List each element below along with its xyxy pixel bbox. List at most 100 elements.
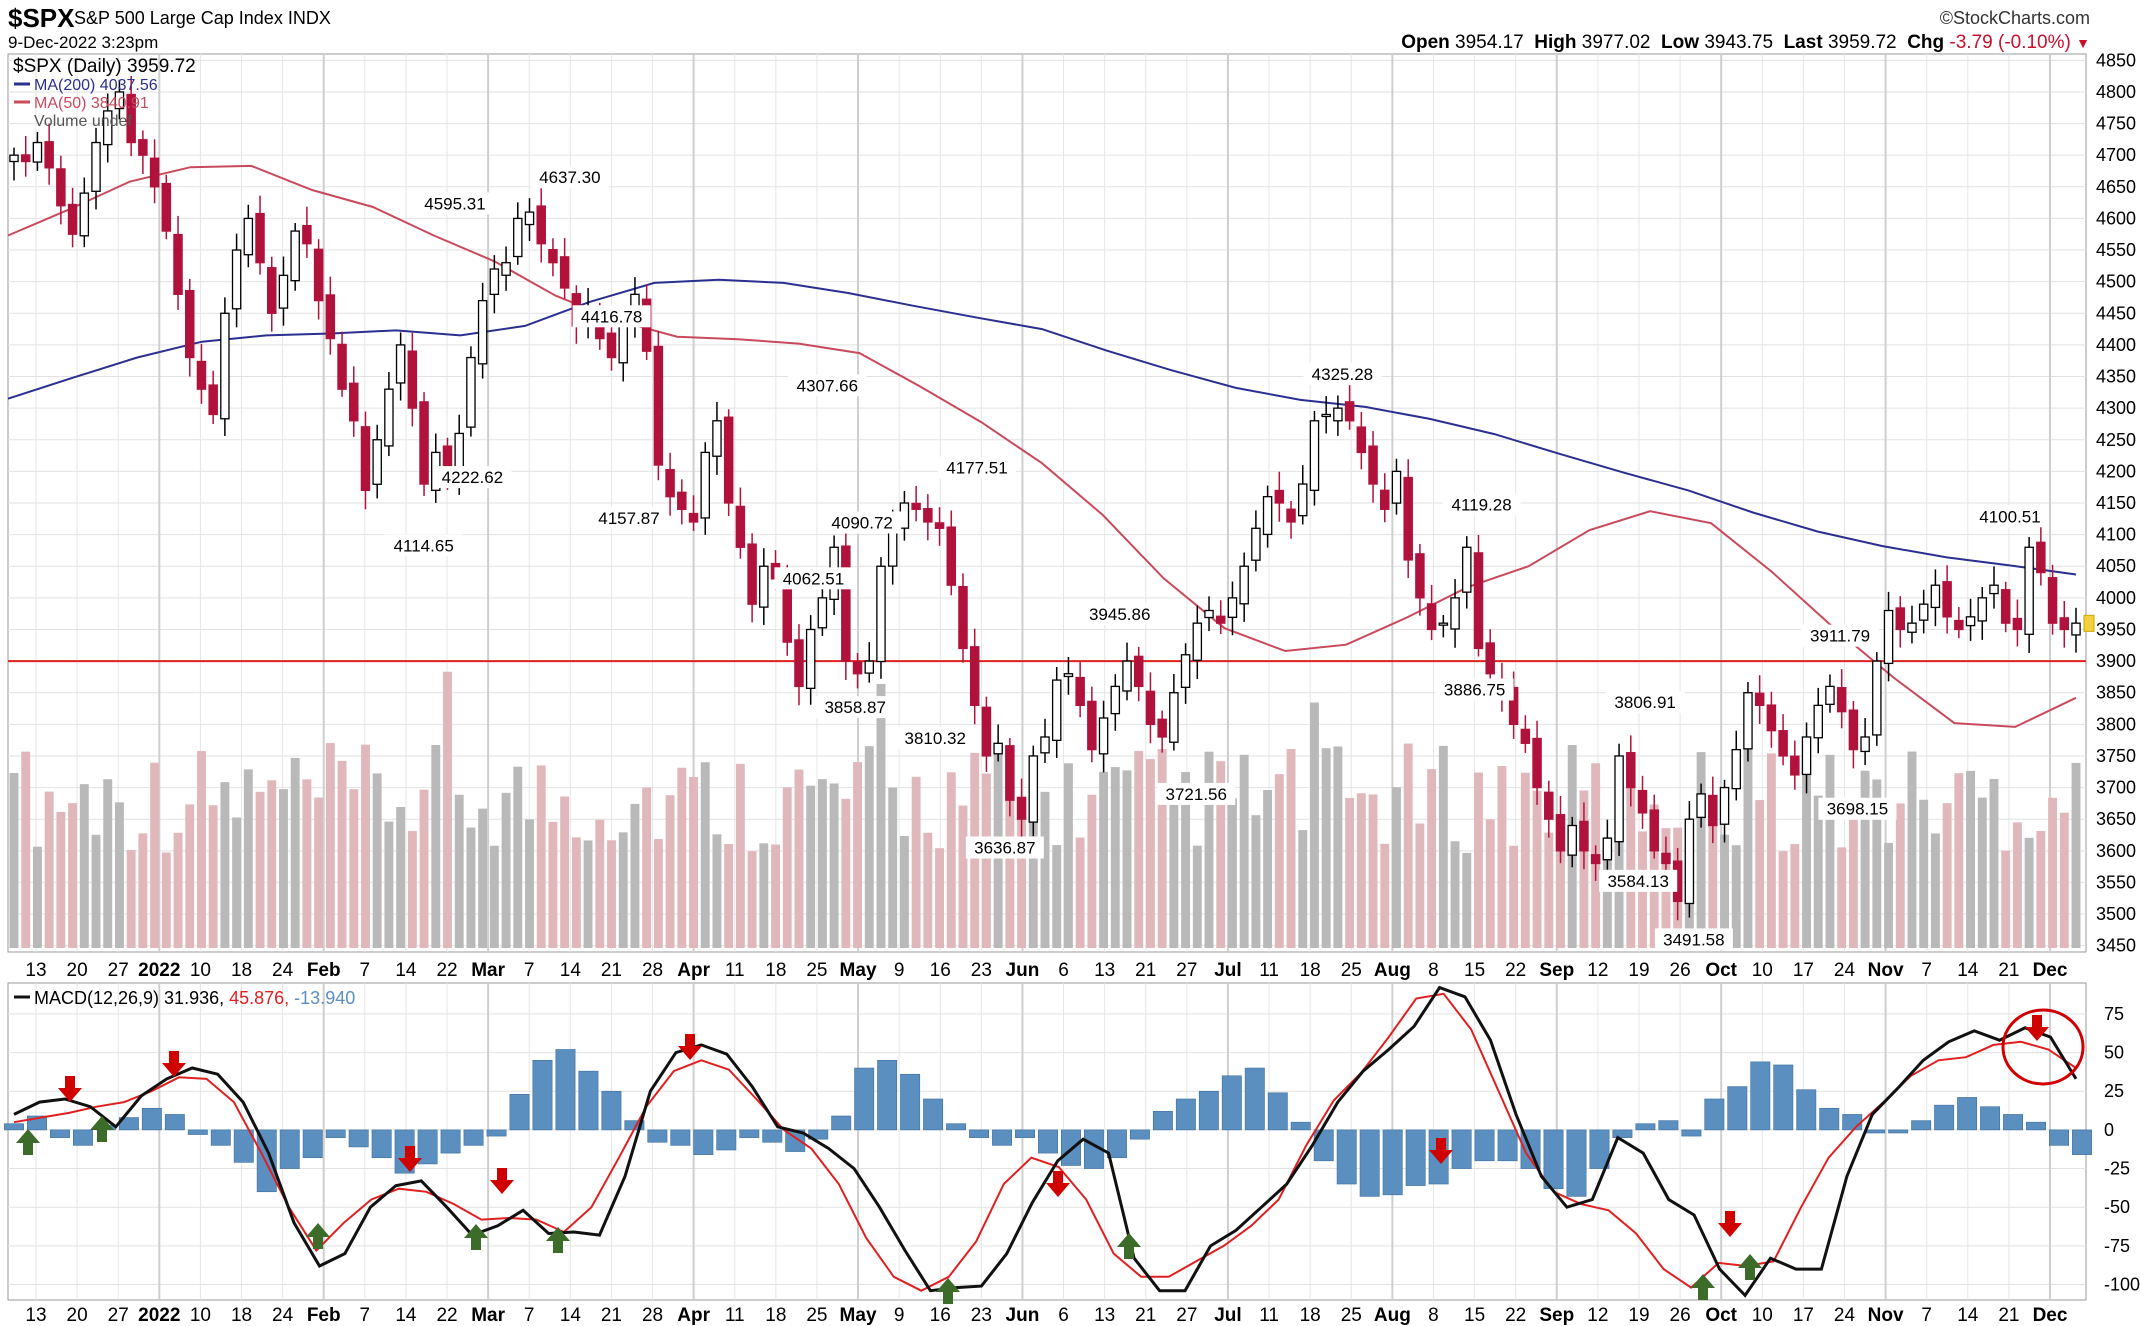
volume-bar <box>1790 844 1800 948</box>
brand-link[interactable]: ©StockCharts.com <box>1939 8 2090 28</box>
volume-bar <box>1954 773 1964 948</box>
macd-histogram-bar <box>440 1129 461 1154</box>
macd-histogram-bar <box>923 1098 944 1131</box>
volume-bar <box>91 834 101 948</box>
legend-volume: Volume undef <box>34 113 132 130</box>
volume-bar <box>806 785 816 948</box>
candle-body <box>688 512 699 523</box>
candle-body <box>606 332 617 359</box>
macd-tick-label: 50 <box>2104 1043 2124 1063</box>
macd-x-label: Sep <box>1539 1305 1574 1326</box>
candle-body <box>1180 654 1191 688</box>
candle-body <box>1380 489 1390 510</box>
macd-histogram-bar <box>1038 1129 1058 1154</box>
macd-histogram-bar <box>1658 1120 1679 1131</box>
macd-x-label: 25 <box>1341 1305 1362 1326</box>
candle-body <box>1473 552 1484 650</box>
candle-body <box>1016 796 1027 820</box>
candle-body <box>1719 786 1730 825</box>
macd-histogram-bar <box>555 1049 576 1131</box>
annotation-bg <box>1599 869 1678 892</box>
annotation-bg <box>816 696 895 719</box>
macd-x-label: Nov <box>1868 1305 1904 1326</box>
price-x-label: 15 <box>1464 960 1485 981</box>
macd-x-label: 27 <box>108 1305 129 1326</box>
sell-arrow-icon <box>490 1168 514 1194</box>
volume-bar <box>79 784 89 948</box>
volume-bar <box>911 776 921 948</box>
candle-body <box>852 661 863 675</box>
macd-x-label: 20 <box>67 1305 88 1326</box>
volume-bar <box>1005 784 1015 948</box>
macd-x-label: 2022 <box>138 1305 180 1326</box>
candle-body <box>1579 820 1589 852</box>
candle-body <box>1825 685 1835 705</box>
price-x-label: 11 <box>725 960 745 981</box>
candle-body <box>1626 752 1636 789</box>
candle-body <box>2000 589 2011 624</box>
price-x-label: 8 <box>1428 960 1439 981</box>
price-x-label: 7 <box>524 960 535 981</box>
volume-bar <box>653 839 663 948</box>
candle-body <box>302 224 312 245</box>
price-x-label: Apr <box>677 960 710 981</box>
candle-body <box>1766 704 1777 732</box>
volume-bar <box>1743 729 1753 948</box>
candle-body <box>1344 401 1355 422</box>
candle-body <box>887 527 898 567</box>
volume-bar <box>1228 798 1237 948</box>
annotation-bg <box>590 507 668 530</box>
candle-body <box>32 141 43 163</box>
annotation-bg <box>1442 493 1521 516</box>
legend-price: $SPX (Daily) 3959.72 <box>13 56 196 77</box>
macd-histogram-bar <box>1290 1121 1311 1131</box>
macd-histogram-bar <box>900 1073 921 1131</box>
macd-x-label: 13 <box>25 1305 46 1326</box>
buy-arrow-icon <box>1117 1233 1141 1259</box>
candle-body <box>1895 607 1906 631</box>
highlight-circle <box>2001 1008 2085 1086</box>
sell-arrow-icon <box>1046 1171 1070 1197</box>
price-x-label: 21 <box>601 960 622 981</box>
volume-bar <box>876 683 886 948</box>
candle-body <box>1110 685 1121 715</box>
macd-tick-label: 25 <box>2104 1081 2124 1101</box>
candle-body <box>2036 541 2046 574</box>
macd-histogram-bar <box>1497 1129 1518 1162</box>
volume-bar <box>1181 772 1191 948</box>
price-x-label: Aug <box>1374 960 1411 981</box>
macd-line <box>13 985 2078 1298</box>
volume-bar <box>279 789 288 948</box>
candle-body <box>1590 854 1601 865</box>
volume-bar <box>2071 762 2081 948</box>
buy-arrow-icon <box>936 1278 960 1304</box>
candle-body <box>1754 692 1765 707</box>
volume-bar <box>1380 843 1390 948</box>
candle-body <box>337 343 347 390</box>
price-x-label: 7 <box>360 960 371 981</box>
volume-bar <box>1134 750 1144 948</box>
price-x-label: 25 <box>806 960 827 981</box>
exchange-text: INDX <box>287 8 331 28</box>
volume-bar <box>630 803 640 948</box>
annotation-label: 3911.79 <box>1810 627 1870 646</box>
candle-body <box>841 545 851 662</box>
candle-body <box>1614 755 1624 843</box>
candle-body <box>243 217 254 256</box>
volume-bar <box>853 762 862 948</box>
candle-body <box>1321 413 1331 418</box>
price-x-label: 21 <box>1135 960 1156 981</box>
price-x-label: 16 <box>930 960 951 981</box>
volume-bar <box>1930 833 1940 948</box>
volume-bar <box>9 773 19 948</box>
volume-bar <box>923 832 933 948</box>
annotation-bg <box>1303 363 1382 386</box>
volume-bar <box>1907 751 1917 948</box>
price-tick-label: 4200 <box>2096 461 2136 481</box>
price-x-label: 18 <box>765 960 786 981</box>
volume-bar <box>724 843 734 948</box>
annotation-bg <box>530 165 609 188</box>
macd-tick-label: -100 <box>2104 1275 2140 1295</box>
ma50-line <box>7 164 2077 728</box>
